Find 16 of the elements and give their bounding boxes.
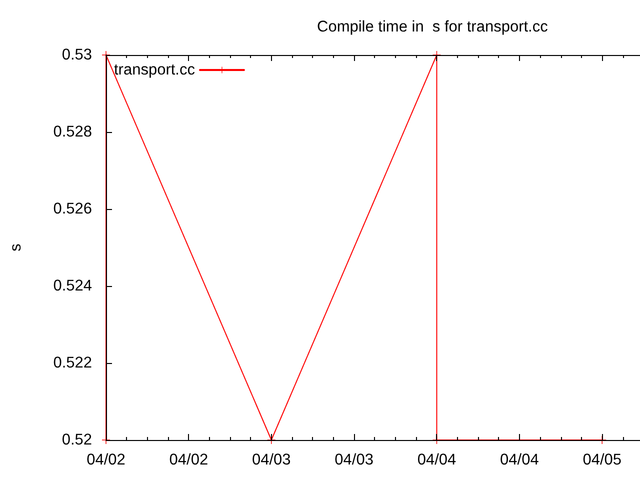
- x-tick-label: 04/02: [169, 452, 208, 468]
- chart-title: Compile time in s for transport.cc: [317, 18, 548, 36]
- x-tick-label: 04/03: [334, 452, 374, 468]
- y-tick-label: 0.528: [53, 124, 92, 140]
- legend-label: transport.cc: [114, 62, 196, 78]
- y-tick-label: 0.526: [53, 200, 92, 218]
- x-tick-label: 04/05: [582, 452, 622, 468]
- x-tick-label: 04/02: [86, 452, 126, 468]
- x-tick-label: 04/04: [500, 452, 540, 468]
- x-tick-label: 04/03: [252, 452, 291, 468]
- y-tick-label: 0.522: [53, 354, 92, 372]
- y-tick-label: 0.524: [53, 278, 92, 294]
- y-axis-title: s: [8, 243, 24, 252]
- y-tick-label: 0.52: [62, 432, 92, 448]
- y-tick-label: 0.53: [62, 46, 92, 64]
- x-tick-label: 04/04: [417, 452, 457, 468]
